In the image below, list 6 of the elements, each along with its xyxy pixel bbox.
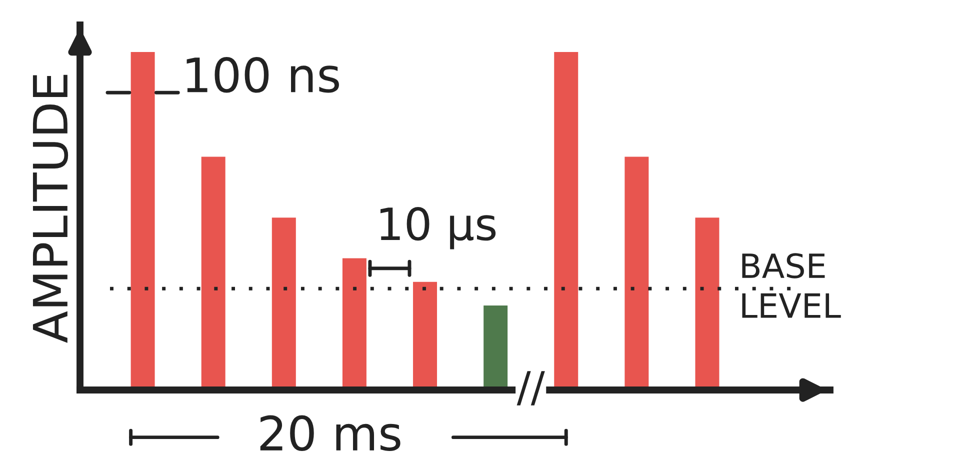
y-axis-title: AMPLITUDE [32, 74, 68, 343]
ref-line-label: BASE LEVEL [742, 253, 841, 318]
text: 20 ms [260, 415, 400, 452]
annotation: // [516, 371, 545, 406]
annotation: 100 ns [186, 57, 339, 93]
annotation: 10 µs [380, 207, 496, 250]
